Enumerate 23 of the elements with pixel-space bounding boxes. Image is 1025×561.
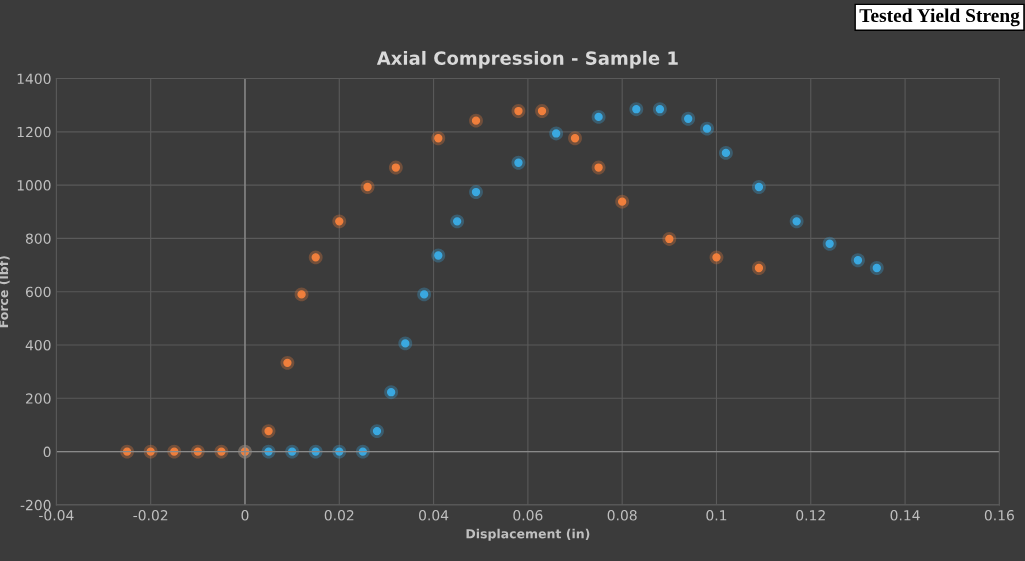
x-tick-label: 0.08: [607, 510, 637, 521]
y-tick-label: 0: [43, 446, 51, 458]
y-tick-label: 200: [26, 393, 51, 404]
x-tick-label: 0.04: [419, 510, 449, 521]
y-tick-label: -200: [20, 499, 51, 511]
y-tick-label: 400: [25, 339, 51, 351]
x-tick-label: 0.16: [984, 510, 1014, 521]
y-tick-label: 1000: [17, 180, 51, 191]
y-tick-label: 1200: [17, 126, 51, 138]
text: Tested Yield Streng: [859, 8, 1020, 27]
x-tick-label: 0.12: [796, 510, 825, 521]
chart-title: Axial Compression - Sample 1: [376, 50, 678, 69]
x-axis-title: Displacement (in): [466, 528, 590, 541]
x-tick-label: -0.04: [39, 510, 74, 521]
y-tick-label: 1400: [17, 73, 51, 85]
x-tick-label: 0: [241, 510, 249, 521]
x-tick-label: 0.1: [706, 510, 727, 521]
y-tick-label: 800: [25, 233, 51, 244]
x-tick-label: 0.06: [513, 510, 543, 521]
x-tick-label: 0.14: [890, 510, 920, 521]
y-tick-label: 600: [25, 286, 51, 298]
x-tick-label: -0.02: [133, 510, 168, 521]
x-tick-label: 0.02: [324, 510, 354, 521]
